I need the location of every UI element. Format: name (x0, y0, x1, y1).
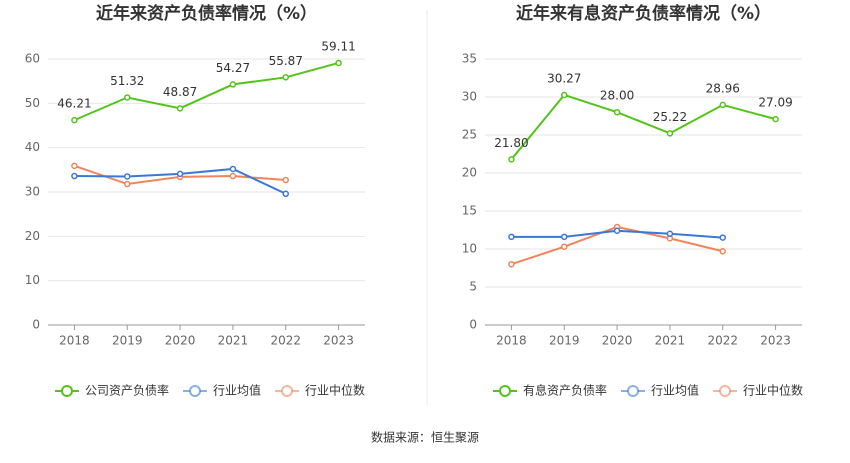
y-tick-label: 0 (32, 318, 40, 332)
data-label: 54.27 (216, 61, 250, 75)
legend-marker (627, 385, 640, 397)
x-tick-label: 2021 (218, 334, 249, 348)
point (719, 101, 726, 109)
point (282, 190, 289, 198)
x-tick-label: 2018 (496, 334, 527, 348)
x-tick-label: 2018 (59, 334, 90, 348)
chart-title: 近年来有息资产负债率情况（%） (516, 3, 771, 24)
x-tick-label: 2019 (112, 334, 143, 348)
point (561, 233, 568, 241)
legend-marker (189, 385, 202, 397)
line (510, 93, 776, 160)
point (613, 108, 621, 116)
x-tick-label: 2020 (165, 334, 196, 348)
point (229, 172, 237, 180)
point (71, 162, 78, 170)
point (124, 180, 131, 188)
point (613, 227, 621, 235)
data-label: 28.00 (600, 89, 634, 103)
point (71, 172, 78, 180)
y-tick-label: 35 (462, 52, 477, 66)
point (508, 156, 515, 163)
point (561, 243, 568, 250)
y-tick-label: 10 (462, 242, 477, 256)
point (229, 81, 237, 88)
data-label: 48.87 (163, 85, 197, 99)
data-label: 25.22 (653, 110, 687, 124)
point (508, 233, 515, 241)
point (176, 105, 184, 112)
y-tick-label: 50 (25, 96, 40, 110)
y-tick-label: 25 (462, 128, 477, 142)
point (282, 74, 289, 81)
x-tick-label: 2023 (323, 334, 354, 348)
point (176, 170, 184, 178)
point (282, 176, 289, 184)
legend-marker (281, 385, 294, 397)
y-tick-label: 5 (469, 280, 477, 294)
line (74, 61, 339, 122)
data-label: 59.11 (321, 39, 355, 53)
y-tick-label: 30 (25, 185, 40, 199)
legend-label: 行业中位数 (305, 383, 365, 398)
source: 数据来源：恒生聚源 (371, 430, 479, 445)
data-label: 51.32 (110, 74, 144, 88)
legend-label: 公司资产负债率 (85, 383, 169, 398)
legend-label: 行业均值 (651, 383, 699, 398)
legend-marker (499, 385, 511, 397)
x-tick-label: 2022 (270, 334, 301, 348)
legend-label: 行业中位数 (743, 383, 803, 398)
data-label: 55.87 (269, 54, 303, 68)
point (124, 94, 131, 101)
point (666, 230, 674, 238)
data-label: 21.80 (494, 136, 528, 150)
point (719, 234, 726, 241)
x-tick-label: 2019 (549, 334, 580, 348)
legend-marker (719, 385, 732, 397)
y-tick-label: 0 (469, 318, 477, 332)
data-label: 46.21 (57, 97, 91, 111)
y-tick-label: 40 (25, 140, 40, 154)
x-tick-label: 2022 (707, 334, 738, 348)
point (124, 173, 131, 180)
x-tick-label: 2023 (760, 334, 791, 348)
legend-label: 有息资产负债率 (523, 383, 607, 398)
y-tick-label: 20 (462, 166, 477, 180)
y-tick-label: 10 (25, 273, 40, 287)
point (666, 130, 674, 137)
point (508, 260, 515, 268)
point (71, 116, 78, 124)
legend-marker (61, 385, 73, 397)
point (772, 115, 779, 123)
point (561, 91, 568, 99)
point (719, 248, 726, 255)
data-label: 30.27 (547, 71, 581, 85)
legend-label: 行业均值 (213, 383, 261, 398)
y-tick-label: 30 (462, 90, 477, 104)
y-tick-label: 20 (25, 229, 40, 243)
point (335, 59, 342, 67)
y-tick-label: 60 (25, 52, 40, 66)
chart-title: 近年来资产负债率情况（%） (96, 3, 317, 24)
x-tick-label: 2020 (602, 334, 633, 348)
data-label: 27.09 (758, 96, 792, 110)
point (229, 165, 237, 173)
y-tick-label: 15 (462, 204, 477, 218)
x-tick-label: 2021 (655, 334, 686, 348)
data-label: 28.96 (706, 81, 740, 95)
